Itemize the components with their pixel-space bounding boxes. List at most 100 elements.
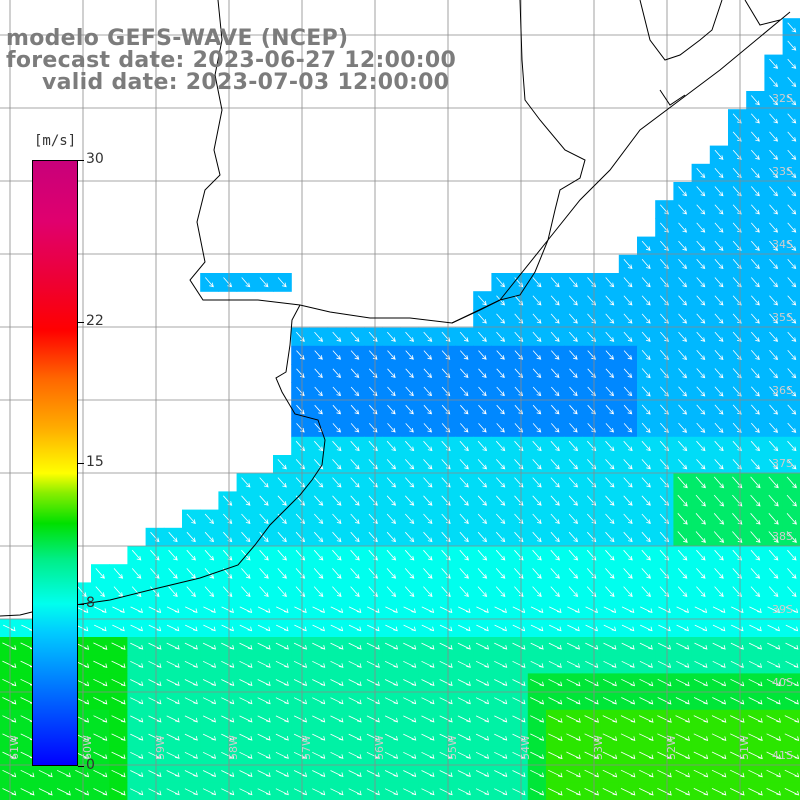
wind-arrow (168, 568, 178, 579)
wind-arrow (275, 788, 289, 796)
wind-arrow (423, 531, 433, 543)
wind-arrow (477, 440, 488, 452)
wind-arrow (239, 788, 253, 796)
longitude-label: 57W (300, 735, 313, 760)
wind-arrow (2, 733, 17, 741)
wind-arrow (639, 751, 654, 760)
wind-arrow (421, 788, 435, 796)
wind-arrow (530, 697, 545, 705)
wind-arrow (369, 423, 378, 433)
wind-arrow (348, 733, 362, 741)
wind-arrow (786, 531, 797, 543)
wind-arrow (566, 788, 581, 796)
wind-arrow (239, 751, 253, 759)
wind-arrow (603, 624, 617, 632)
wind-arrow (566, 697, 581, 705)
wind-arrow (584, 751, 599, 760)
wind-arrow (602, 733, 618, 741)
wind-arrow (293, 751, 308, 759)
wind-cell (600, 782, 620, 800)
wind-arrow (658, 606, 671, 614)
wind-arrow (277, 495, 287, 506)
wind-arrow (257, 715, 271, 723)
wind-arrow (714, 586, 724, 597)
wind-arrow (148, 606, 162, 614)
wind-arrow (439, 624, 453, 632)
wind-arrow (148, 642, 162, 650)
longitude-label: 58W (227, 735, 240, 760)
wind-arrow (621, 624, 635, 632)
wind-arrow (168, 549, 178, 561)
wind-arrow (750, 404, 760, 415)
wind-arrow (605, 295, 615, 306)
wind-arrow (605, 313, 615, 324)
wind-arrow (750, 549, 761, 561)
wind-cell (491, 782, 511, 800)
wind-arrow (131, 568, 142, 579)
wind-arrow (714, 168, 724, 179)
wind-arrow (313, 549, 324, 561)
wind-arrow (330, 733, 344, 741)
wind-arrow (623, 277, 633, 288)
wind-arrow (405, 368, 414, 378)
wind-arrow (748, 715, 763, 723)
wind-arrow (204, 568, 215, 579)
wind-arrow (675, 788, 690, 796)
wind-arrow (439, 679, 453, 687)
wind-arrow (386, 531, 397, 543)
wind-arrow (423, 386, 433, 397)
wind-cell (782, 36, 800, 56)
wind-arrow (277, 277, 287, 288)
wind-arrow (239, 733, 253, 741)
wind-arrow (130, 770, 144, 778)
wind-arrow (620, 788, 636, 796)
wind-arrow (566, 678, 581, 687)
wind-arrow (184, 642, 198, 650)
wind-arrow (678, 277, 688, 288)
wind-arrow (293, 770, 308, 778)
wind-arrow (785, 642, 799, 650)
wind-cell (782, 691, 800, 711)
wind-arrow (712, 697, 727, 705)
wind-arrow (93, 788, 108, 796)
wind-arrow (403, 642, 417, 650)
wind-arrow (496, 386, 505, 397)
wind-arrow (386, 549, 397, 561)
wind-arrow (569, 350, 578, 360)
wind-arrow (257, 660, 271, 668)
wind-arrow (204, 513, 215, 524)
wind-arrow (366, 788, 380, 796)
wind-arrow (202, 733, 217, 741)
wind-arrow (494, 642, 508, 650)
wind-arrow (166, 715, 180, 723)
wind-arrow (460, 368, 469, 378)
wind-arrow (185, 624, 198, 632)
wind-arrow (184, 788, 198, 796)
wind-arrow (748, 733, 763, 741)
wind-arrow (512, 715, 526, 723)
wind-arrow (605, 386, 615, 397)
wind-arrow (111, 678, 126, 687)
wind-arrow (293, 679, 308, 687)
wind-arrow (312, 606, 325, 614)
wind-arrow (475, 788, 490, 796)
wind-arrow (403, 715, 417, 723)
longitude-label: 53W (592, 735, 605, 760)
wind-arrow (332, 331, 342, 342)
wind-arrow (475, 751, 490, 759)
wind-arrow (257, 788, 271, 796)
wind-arrow (641, 368, 651, 379)
wind-arrow (404, 586, 415, 597)
wind-arrow (403, 733, 417, 741)
wind-arrow (350, 386, 360, 397)
wind-arrow (693, 697, 708, 705)
wind-arrow (459, 495, 469, 506)
wind-arrow (623, 313, 633, 324)
wind-arrow (275, 715, 289, 723)
wind-arrow (478, 423, 487, 433)
wind-arrow (550, 459, 560, 470)
wind-arrow (532, 477, 542, 488)
wind-arrow (221, 679, 235, 687)
wind-arrow (148, 679, 162, 687)
wind-arrow (769, 459, 779, 470)
